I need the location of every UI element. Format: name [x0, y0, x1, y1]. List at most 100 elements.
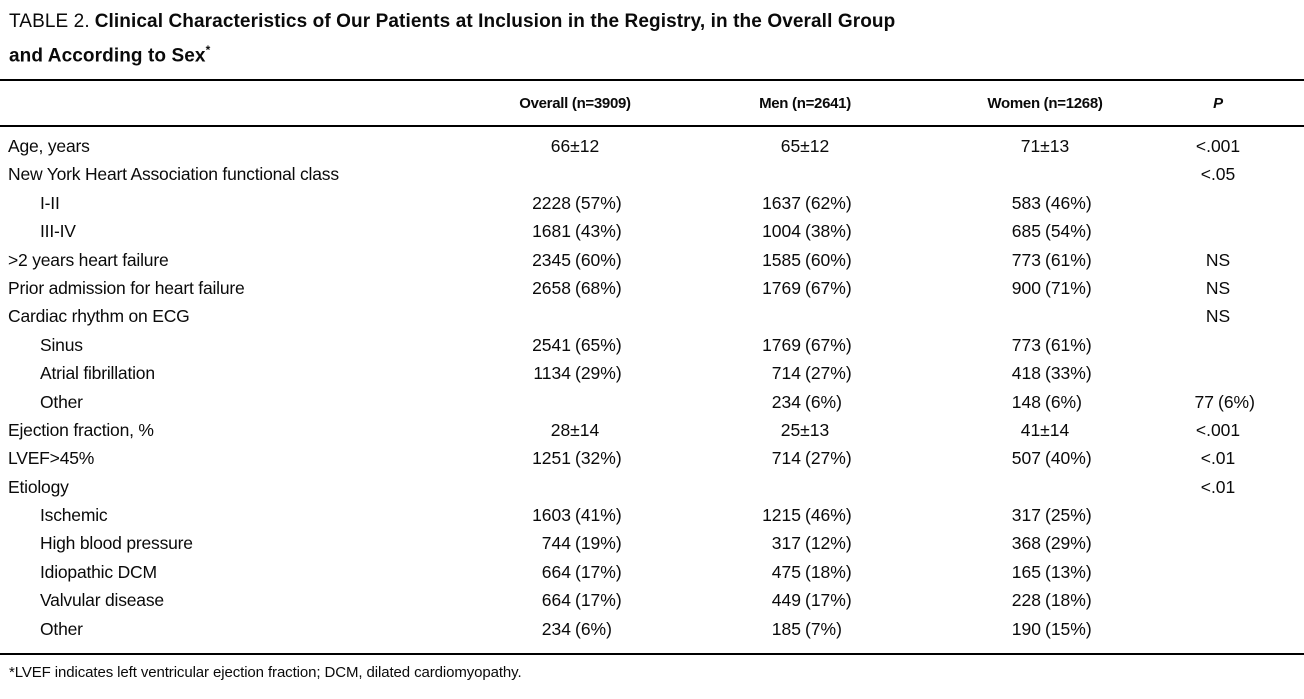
value-percent: (12%) — [805, 533, 852, 554]
value-count: 1585 — [762, 249, 801, 270]
cell-women: 71±13 — [905, 132, 1185, 160]
cell-men: 449 (17%) — [705, 587, 905, 615]
value-count: 664 — [541, 590, 571, 611]
value: NS — [1205, 249, 1231, 270]
value-percent: (29%) — [1045, 533, 1092, 554]
row-label: Etiology — [8, 476, 69, 497]
value-percent: (61%) — [1045, 334, 1092, 355]
cell-p — [1185, 189, 1251, 217]
cell-p: NS — [1185, 274, 1251, 302]
value-count: 773 — [1011, 334, 1041, 355]
table-row: High blood pressure 744 (19%) 317 (12%) 368 (2… — [0, 530, 1304, 558]
cell-p — [1185, 501, 1251, 529]
value-percent: (17%) — [575, 561, 622, 582]
row-label: Idiopathic DCM — [40, 561, 157, 582]
title-text-line2: and According to Sex — [9, 45, 206, 67]
cell-overall: 2228 (57%) — [445, 189, 705, 217]
value-count: 2658 — [532, 277, 571, 298]
cell-overall — [445, 161, 705, 189]
row-label: New York Heart Association functional cl… — [8, 164, 339, 185]
table-header-row: Overall (n=3909) Men (n=2641) Women (n=1… — [0, 81, 1304, 125]
value-percent: (6%) — [575, 618, 612, 639]
value: 28±14 — [550, 419, 600, 440]
value: NS — [1205, 277, 1231, 298]
value-count: 900 — [1011, 277, 1041, 298]
value-percent: (65%) — [575, 334, 622, 355]
value-percent: (19%) — [575, 533, 622, 554]
cell-women: 41±14 — [905, 416, 1185, 444]
value-percent: (25%) — [1045, 505, 1092, 526]
cell-overall: 1134 (29%) — [445, 359, 705, 387]
value: 71±13 — [1020, 136, 1070, 157]
value: NS — [1205, 306, 1231, 327]
value-count: 190 — [1011, 618, 1041, 639]
value-count: 1769 — [762, 334, 801, 355]
value-count: 1251 — [532, 448, 571, 469]
value-count: 418 — [1011, 363, 1041, 384]
value-percent: (62%) — [805, 192, 852, 213]
value-percent: (40%) — [1045, 448, 1092, 469]
table-row: LVEF>45% 1251 (32%) 714 (27%) 507 (40%) <.01 — [0, 445, 1304, 473]
value-percent: (67%) — [805, 334, 852, 355]
value: 66±12 — [550, 136, 600, 157]
cell-p: NS — [1185, 303, 1251, 331]
value-percent: (13%) — [1045, 561, 1092, 582]
cell-women — [905, 303, 1185, 331]
cell-women: 583 (46%) — [905, 189, 1185, 217]
table-row: Ischemic 1603 (41%) 1215 (46%) 317 (25%) — [0, 501, 1304, 529]
table-row: Idiopathic DCM 664 (17%) 475 (18%) 165 (13%) — [0, 558, 1304, 586]
cell-p: <.05 — [1185, 161, 1251, 189]
value-percent: (60%) — [575, 249, 622, 270]
cell-men: 25±13 — [705, 416, 905, 444]
value-count: 714 — [771, 363, 801, 384]
row-label: I-II — [40, 192, 60, 213]
cell-overall: 234 (6%) — [445, 615, 705, 643]
value-count: 2541 — [532, 334, 571, 355]
cell-women: 368 (29%) — [905, 530, 1185, 558]
top-rule — [0, 79, 1304, 82]
table-body: Age, years 66±12 65±12 71±13 <.001 New York H… — [0, 127, 1304, 643]
row-label: Age, years — [8, 136, 90, 157]
table-row: Sinus 2541 (65%) 1769 (67%) 773 (61%) — [0, 331, 1304, 359]
cell-p — [1185, 359, 1251, 387]
cell-p: NS — [1185, 246, 1251, 274]
value-count: 1215 — [762, 505, 801, 526]
cell-men — [705, 303, 905, 331]
cell-men — [705, 161, 905, 189]
value: <.05 — [1200, 164, 1236, 185]
table-row: Other 234 (6%) 148 (6%) 77 (6%) — [0, 388, 1304, 416]
cell-men: 185 (7%) — [705, 615, 905, 643]
value-percent: (68%) — [575, 277, 622, 298]
value-percent: (54%) — [1045, 221, 1092, 242]
cell-men: 714 (27%) — [705, 359, 905, 387]
cell-p: <.01 — [1185, 445, 1251, 473]
cell-overall — [445, 473, 705, 501]
value-count: 317 — [771, 533, 801, 554]
value-count: 77 — [1194, 391, 1214, 412]
value-count: 234 — [541, 618, 571, 639]
cell-men: 317 (12%) — [705, 530, 905, 558]
value-count: 1004 — [762, 221, 801, 242]
table-row: Etiology <.01 — [0, 473, 1304, 501]
cell-women: 228 (18%) — [905, 587, 1185, 615]
value-count: 1769 — [762, 277, 801, 298]
value-count: 2228 — [532, 192, 571, 213]
value-percent: (46%) — [805, 505, 852, 526]
header-rule — [0, 125, 1304, 128]
value-count: 228 — [1011, 590, 1041, 611]
value-percent: (18%) — [805, 561, 852, 582]
value-count: 368 — [1011, 533, 1041, 554]
value-percent: (71%) — [1045, 277, 1092, 298]
value-count: 685 — [1011, 221, 1041, 242]
value-count: 2345 — [532, 249, 571, 270]
value-count: 773 — [1011, 249, 1041, 270]
table-footnote: *LVEF indicates left ventricular ejectio… — [9, 664, 522, 682]
cell-men: 1769 (67%) — [705, 331, 905, 359]
value: 65±12 — [780, 136, 830, 157]
cell-overall: 664 (17%) — [445, 558, 705, 586]
cell-overall: 2345 (60%) — [445, 246, 705, 274]
table-row: New York Heart Association functional cl… — [0, 161, 1304, 189]
cell-women: 773 (61%) — [905, 331, 1185, 359]
cell-overall — [445, 388, 705, 416]
value: <.001 — [1195, 419, 1241, 440]
